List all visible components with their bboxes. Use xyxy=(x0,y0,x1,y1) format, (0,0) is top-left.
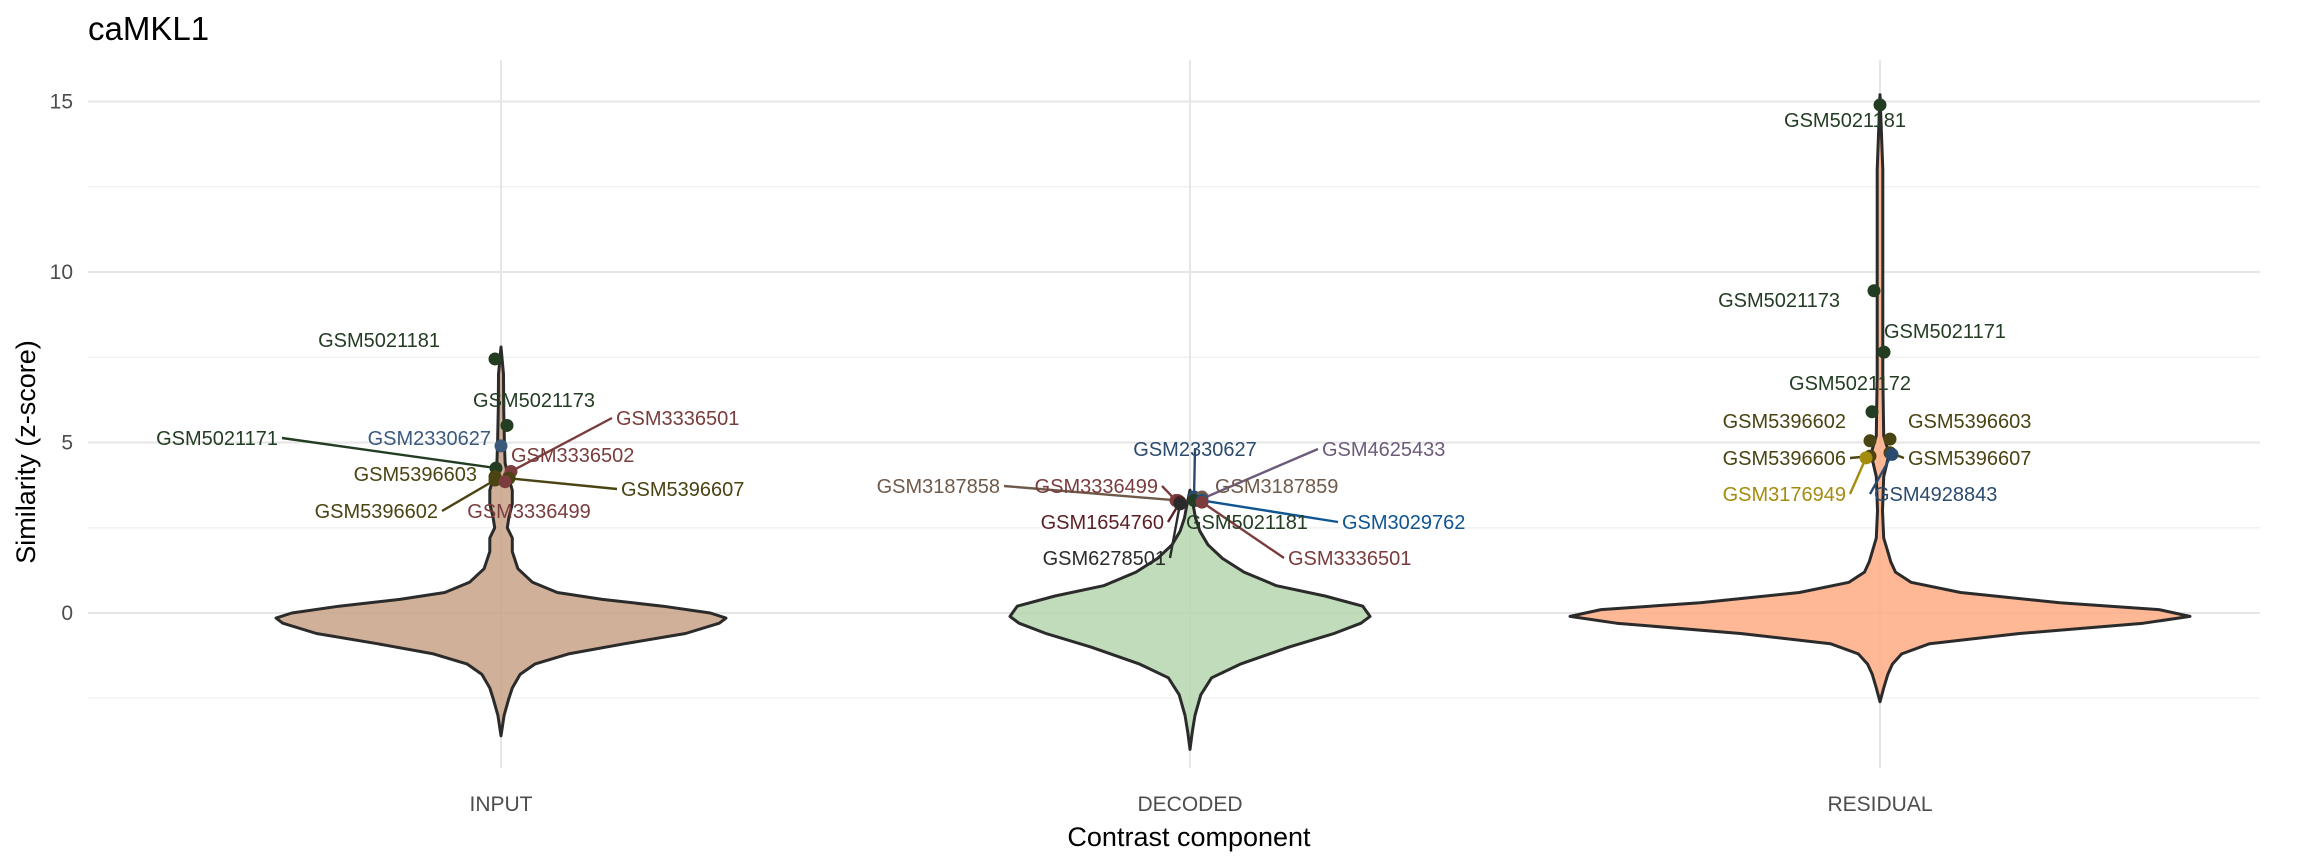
y-tick-label: 15 xyxy=(50,91,73,114)
y-tick-label: 10 xyxy=(50,261,73,284)
leader-line xyxy=(510,416,613,473)
point-label: GSM3336499 xyxy=(467,501,590,523)
point-label: GSM3187859 xyxy=(1215,476,1338,498)
x-axis-title: Contrast component xyxy=(1067,822,1311,852)
highlight-point xyxy=(494,439,508,453)
leader-line xyxy=(1848,457,1868,495)
point-label: GSM5021181 xyxy=(1784,110,1906,132)
point-label: GSM5396602 xyxy=(1723,411,1846,433)
leader-line xyxy=(1192,448,1197,498)
leader-line xyxy=(1201,499,1339,524)
point-label: GSM5021181 xyxy=(318,330,440,352)
point-label: GSM3029762 xyxy=(1342,512,1465,534)
violin-decoded xyxy=(1008,488,1372,751)
point-label: GSM5396603 xyxy=(1908,411,2031,433)
point-label: GSM4928843 xyxy=(1874,484,1997,506)
leader-line xyxy=(441,478,496,513)
highlight-point xyxy=(1885,447,1899,461)
point-label: GSM3336501 xyxy=(1288,548,1411,570)
x-tick-label: INPUT xyxy=(470,793,533,816)
highlight-point xyxy=(1173,497,1187,511)
violin-layer xyxy=(274,93,2192,751)
point-labels: GSM5021181 GSM5021173 GSM5021171 GSM2330627… xyxy=(156,110,2031,570)
point-label: GSM4625433 xyxy=(1322,439,1445,461)
chart-title: caMKL1 xyxy=(88,10,209,47)
x-axis-ticks: INPUT DECODED RESIDUAL xyxy=(470,793,1933,816)
y-tick-label: 5 xyxy=(61,432,73,455)
violin-input xyxy=(274,345,728,738)
highlight-point xyxy=(488,352,502,366)
y-axis-title: Similarity (z-score) xyxy=(11,340,41,564)
highlight-point xyxy=(1195,495,1209,509)
y-axis-ticks: 0 5 10 15 xyxy=(50,91,73,626)
violin-residual xyxy=(1568,93,2192,704)
point-label: GSM2330627 xyxy=(1133,439,1256,461)
point-label: GSM1654760 xyxy=(1041,512,1164,534)
y-tick-label: 0 xyxy=(61,602,73,625)
leader-line xyxy=(1168,503,1182,559)
point-label: GSM5021173 xyxy=(1718,290,1840,312)
point-label: GSM3336501 xyxy=(616,408,739,430)
leader-line xyxy=(1197,447,1319,502)
point-label: GSM6278501 xyxy=(1043,548,1166,570)
highlight-point xyxy=(498,475,512,489)
point-label: GSM5021172 xyxy=(1789,373,1911,395)
highlight-point xyxy=(488,473,502,487)
leader-line xyxy=(281,436,497,470)
leader-line xyxy=(508,477,618,491)
point-label: GSM5021181 xyxy=(1186,512,1308,534)
highlight-point xyxy=(1863,434,1877,448)
point-label: GSM5396603 xyxy=(354,464,477,486)
point-label: GSM3187858 xyxy=(877,476,1000,498)
leader-line xyxy=(1201,501,1285,559)
point-label: GSM5396606 xyxy=(1723,448,1846,470)
label-leader-lines xyxy=(281,416,1905,559)
point-label: GSM5021171 xyxy=(1884,321,2006,343)
highlight-points xyxy=(488,98,1899,511)
highlight-point xyxy=(1883,432,1897,446)
point-label: GSM5396607 xyxy=(621,479,744,501)
highlight-point xyxy=(1865,405,1879,419)
highlight-point xyxy=(1877,345,1891,359)
leader-line xyxy=(1003,484,1179,502)
point-label: GSM5396602 xyxy=(315,501,438,523)
point-label: GSM3336499 xyxy=(1035,476,1158,498)
highlight-point xyxy=(1867,284,1881,298)
highlight-point xyxy=(1859,451,1873,465)
x-tick-label: DECODED xyxy=(1137,793,1242,816)
point-label: GSM5396607 xyxy=(1908,448,2031,470)
highlight-point xyxy=(500,418,514,432)
leader-line xyxy=(1868,453,1894,495)
point-label: GSM5021173 xyxy=(473,390,595,412)
highlight-point xyxy=(1873,98,1887,112)
x-tick-label: RESIDUAL xyxy=(1827,793,1932,816)
point-label: GSM3176949 xyxy=(1723,484,1846,506)
point-label: GSM3336502 xyxy=(511,445,634,467)
point-label: GSM5021171 xyxy=(156,428,278,450)
point-label: GSM2330627 xyxy=(368,428,491,450)
